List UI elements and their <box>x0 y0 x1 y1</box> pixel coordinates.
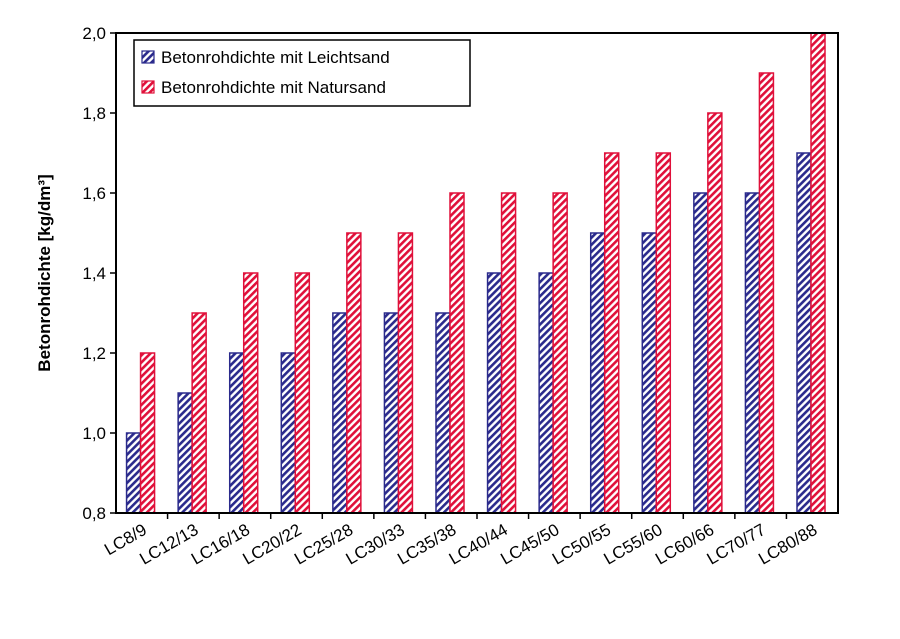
y-tick-label: 0,8 <box>82 504 106 523</box>
bar-natursand <box>707 112 723 514</box>
x-category-label: LC12/13 <box>136 520 201 569</box>
x-category-label: LC45/50 <box>497 520 562 569</box>
y-ticks-group: 0,8 1,0 1,2 1,4 1,6 1,8 2,0 <box>82 24 116 523</box>
bar-natursand <box>449 192 465 514</box>
x-category-label: LC40/44 <box>446 520 511 569</box>
y-axis-title: Betonrohdichte [kg/dm³] <box>35 174 54 371</box>
legend-swatch-leichtsand <box>141 50 155 64</box>
y-tick-label: 1,8 <box>82 104 106 123</box>
bar-leichtsand <box>796 152 812 514</box>
x-category-label: LC20/22 <box>240 520 305 569</box>
legend: Betonrohdichte mit Leichtsand Betonrohdi… <box>133 39 471 107</box>
bar-natursand <box>294 272 311 514</box>
bar-leichtsand <box>228 352 245 514</box>
y-tick-label: 1,4 <box>82 264 106 283</box>
y-tick-label: 1,2 <box>82 344 106 363</box>
x-category-label: LC50/55 <box>549 520 614 569</box>
bar-natursand <box>139 352 156 514</box>
bar-leichtsand <box>486 272 503 514</box>
x-category-label: LC60/66 <box>652 520 717 569</box>
x-category-label: LC35/38 <box>394 520 459 569</box>
bar-natursand <box>552 192 568 514</box>
x-category-label: LC30/33 <box>343 520 408 569</box>
legend-label-leichtsand: Betonrohdichte mit Leichtsand <box>161 48 390 67</box>
x-category-label: LC55/60 <box>601 520 666 569</box>
y-axis-title-group: Betonrohdichte [kg/dm³] <box>35 174 54 371</box>
bar-natursand <box>242 272 259 514</box>
y-tick-label: 2,0 <box>82 24 106 43</box>
plot-frame <box>115 32 839 514</box>
x-category-label: LC25/28 <box>291 520 356 569</box>
bar-leichtsand <box>332 312 348 514</box>
legend-label-natursand: Betonrohdichte mit Natursand <box>161 78 386 97</box>
bar-leichtsand <box>383 312 400 514</box>
bar-leichtsand <box>177 392 193 514</box>
bar-leichtsand <box>641 232 658 514</box>
bar-natursand <box>346 232 362 514</box>
x-category-label: LC70/77 <box>704 520 769 569</box>
bar-natursand <box>655 152 672 514</box>
bar-leichtsand <box>435 312 451 514</box>
legend-swatch-natursand <box>141 80 155 94</box>
bar-leichtsand <box>125 432 142 514</box>
x-labels-group: LC8/9LC12/13LC16/18LC20/22LC25/28LC30/33… <box>101 520 820 569</box>
bar-natursand <box>603 152 620 514</box>
bar-leichtsand <box>538 272 554 514</box>
legend-box <box>133 39 471 107</box>
y-tick-label: 1,0 <box>82 424 106 443</box>
bar-leichtsand <box>280 352 297 514</box>
bar-natursand <box>810 32 826 514</box>
bar-natursand <box>191 312 207 514</box>
x-category-label: LC80/88 <box>755 520 820 569</box>
x-category-label: LC16/18 <box>188 520 253 569</box>
y-tick-label: 1,6 <box>82 184 106 203</box>
bar-natursand <box>397 232 414 514</box>
bar-leichtsand <box>589 232 606 514</box>
bar-leichtsand <box>744 192 761 514</box>
bar-natursand <box>500 192 517 514</box>
bar-natursand <box>758 72 775 514</box>
bar-leichtsand <box>693 192 709 514</box>
